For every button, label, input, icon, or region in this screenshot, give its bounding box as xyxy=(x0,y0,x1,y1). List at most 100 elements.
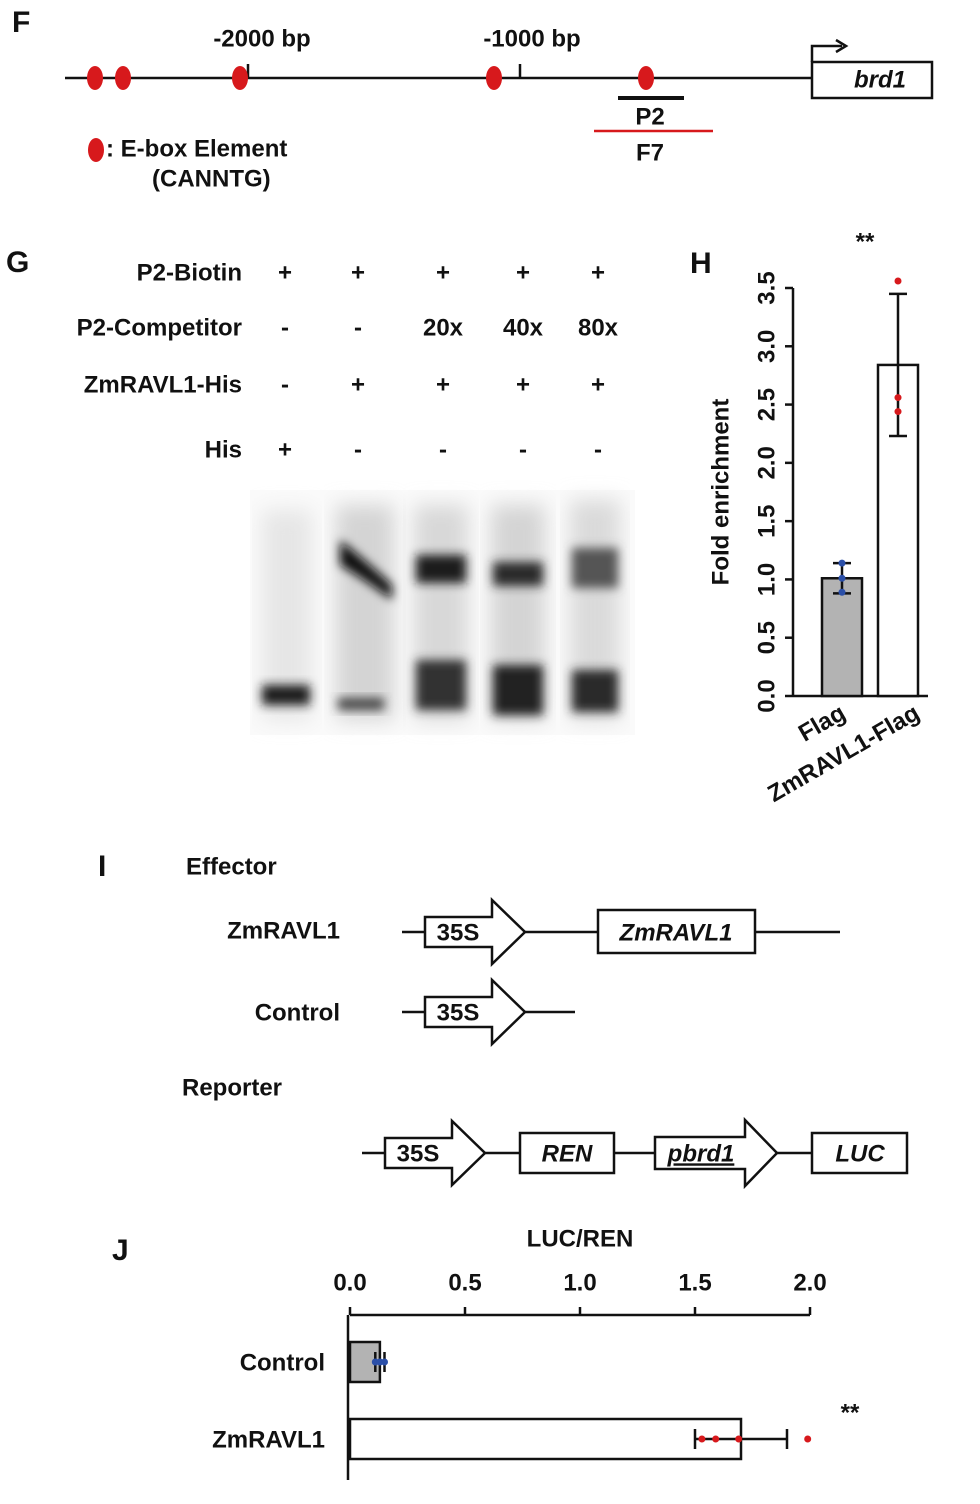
lane-sign: - xyxy=(519,436,527,463)
lane-sign: - xyxy=(354,436,362,463)
data-point xyxy=(838,574,846,582)
promoter-arrow xyxy=(653,1116,779,1190)
gene-box xyxy=(810,1131,909,1175)
panel-label: H xyxy=(690,247,712,280)
part-label: pbrd1 xyxy=(667,1140,735,1167)
promoter-arrow xyxy=(423,977,527,1047)
lane-sign: + xyxy=(351,371,365,398)
axis-title: LUC/REN xyxy=(527,1225,634,1252)
x-tick-label: 0.0 xyxy=(333,1269,366,1296)
bp-label: -1000 bp xyxy=(483,25,580,52)
construct-name: ZmRAVL1 xyxy=(227,917,340,944)
row-label: P2-Competitor xyxy=(77,314,242,341)
data-point xyxy=(381,1358,388,1366)
gene-box xyxy=(518,1131,616,1175)
row-label: ZmRAVL1-His xyxy=(84,371,242,398)
e-box xyxy=(638,66,654,90)
lane-sign: + xyxy=(516,371,530,398)
y-tick-label: 0.5 xyxy=(753,621,780,654)
legend-e-box xyxy=(88,138,104,162)
x-tick-label: 1.0 xyxy=(563,1269,596,1296)
bar xyxy=(348,1417,743,1461)
y-tick-label: 3.5 xyxy=(753,271,780,304)
part-label: 35S xyxy=(397,1140,440,1167)
panel-f: F -2000 bp -1000 bp brd1 P2 F7 : E-box E… xyxy=(12,6,934,192)
gene-name: brd1 xyxy=(854,66,906,93)
bp-label: -2000 bp xyxy=(213,25,310,52)
y-tick-label: ZmRAVL1 xyxy=(212,1426,325,1453)
x-tick-label: 0.5 xyxy=(448,1269,481,1296)
data-point xyxy=(712,1435,720,1443)
panel-i: I Effector ZmRAVL1 35S ZmRAVL1 Control 3… xyxy=(98,850,909,1190)
part-label: ZmRAVL1 xyxy=(619,919,733,946)
data-point xyxy=(894,408,902,416)
annotation: ** xyxy=(856,228,875,255)
e-box xyxy=(232,66,248,90)
row-label: P2-Biotin xyxy=(137,259,242,286)
lane-sign: - xyxy=(594,436,602,463)
data-point xyxy=(735,1435,743,1443)
lane-sign: 40x xyxy=(503,314,544,341)
lane-sign: - xyxy=(281,314,289,341)
y-tick-label: 1.0 xyxy=(753,563,780,596)
chart: H Fold enrichment 0.0 0.5 1.0 1.5 2.0 2.5 3.0 3.5… xyxy=(690,228,928,808)
annotation: ** xyxy=(841,1399,860,1426)
lane xyxy=(336,505,394,720)
part-label: 35S xyxy=(437,919,480,946)
construct-name: Control xyxy=(255,999,340,1026)
probe-label: P2 xyxy=(635,103,664,130)
gene-box xyxy=(596,908,757,955)
section-title: Effector xyxy=(186,853,277,880)
panel-label: F xyxy=(12,6,30,39)
gene-box xyxy=(810,60,934,100)
fragment-label: F7 xyxy=(636,139,664,166)
data-point xyxy=(894,394,902,402)
y-tick-label: 3.0 xyxy=(753,330,780,363)
e-box xyxy=(486,66,502,90)
chart: J LUC/REN 0.0 0.5 1.0 1.5 2.0 Control ZmRAVL1 ** xyxy=(112,1225,860,1480)
tss-arrow-head xyxy=(835,38,849,54)
free-probe-band xyxy=(338,698,384,710)
part-label: REN xyxy=(542,1140,593,1167)
lane-sign: + xyxy=(436,371,450,398)
lane-sign: 20x xyxy=(423,314,464,341)
panel-label: I xyxy=(98,850,106,883)
tss-arrow xyxy=(810,44,842,62)
shift-band xyxy=(493,562,543,586)
lane-sign: + xyxy=(516,259,530,286)
shift-band xyxy=(340,540,392,600)
data-point xyxy=(838,559,846,567)
data-point xyxy=(804,1435,812,1443)
part-label: LUC xyxy=(835,1140,885,1167)
lane-sign: - xyxy=(281,371,289,398)
y-tick-label: 0.0 xyxy=(753,679,780,712)
lane-sign: + xyxy=(278,436,292,463)
lane-sign: - xyxy=(354,314,362,341)
e-box xyxy=(115,66,131,90)
section-title: Reporter xyxy=(182,1074,282,1101)
free-probe-band xyxy=(572,670,618,712)
legend-text: : E-box Element xyxy=(106,135,287,162)
free-probe-band xyxy=(262,685,310,705)
bar xyxy=(820,577,864,698)
e-boxes xyxy=(87,66,654,90)
free-probe-band xyxy=(416,660,466,710)
row-label: His xyxy=(205,436,242,463)
panel-label: J xyxy=(112,1234,129,1267)
lane-sign: + xyxy=(351,259,365,286)
shift-band xyxy=(572,548,618,588)
gel xyxy=(250,490,635,735)
y-tick-label: Control xyxy=(240,1349,325,1376)
part-label: 35S xyxy=(437,999,480,1026)
y-tick-label: 1.5 xyxy=(753,504,780,537)
lane-sign: + xyxy=(436,259,450,286)
lane-sign: + xyxy=(591,371,605,398)
axis-title: Fold enrichment xyxy=(707,399,734,586)
panel-label: G xyxy=(6,246,29,279)
legend-sub: (CANNTG) xyxy=(152,165,271,192)
free-probe-band xyxy=(493,665,543,715)
promoter-arrow xyxy=(423,897,527,967)
y-tick-label: 2.0 xyxy=(753,446,780,479)
data-point xyxy=(838,588,846,596)
